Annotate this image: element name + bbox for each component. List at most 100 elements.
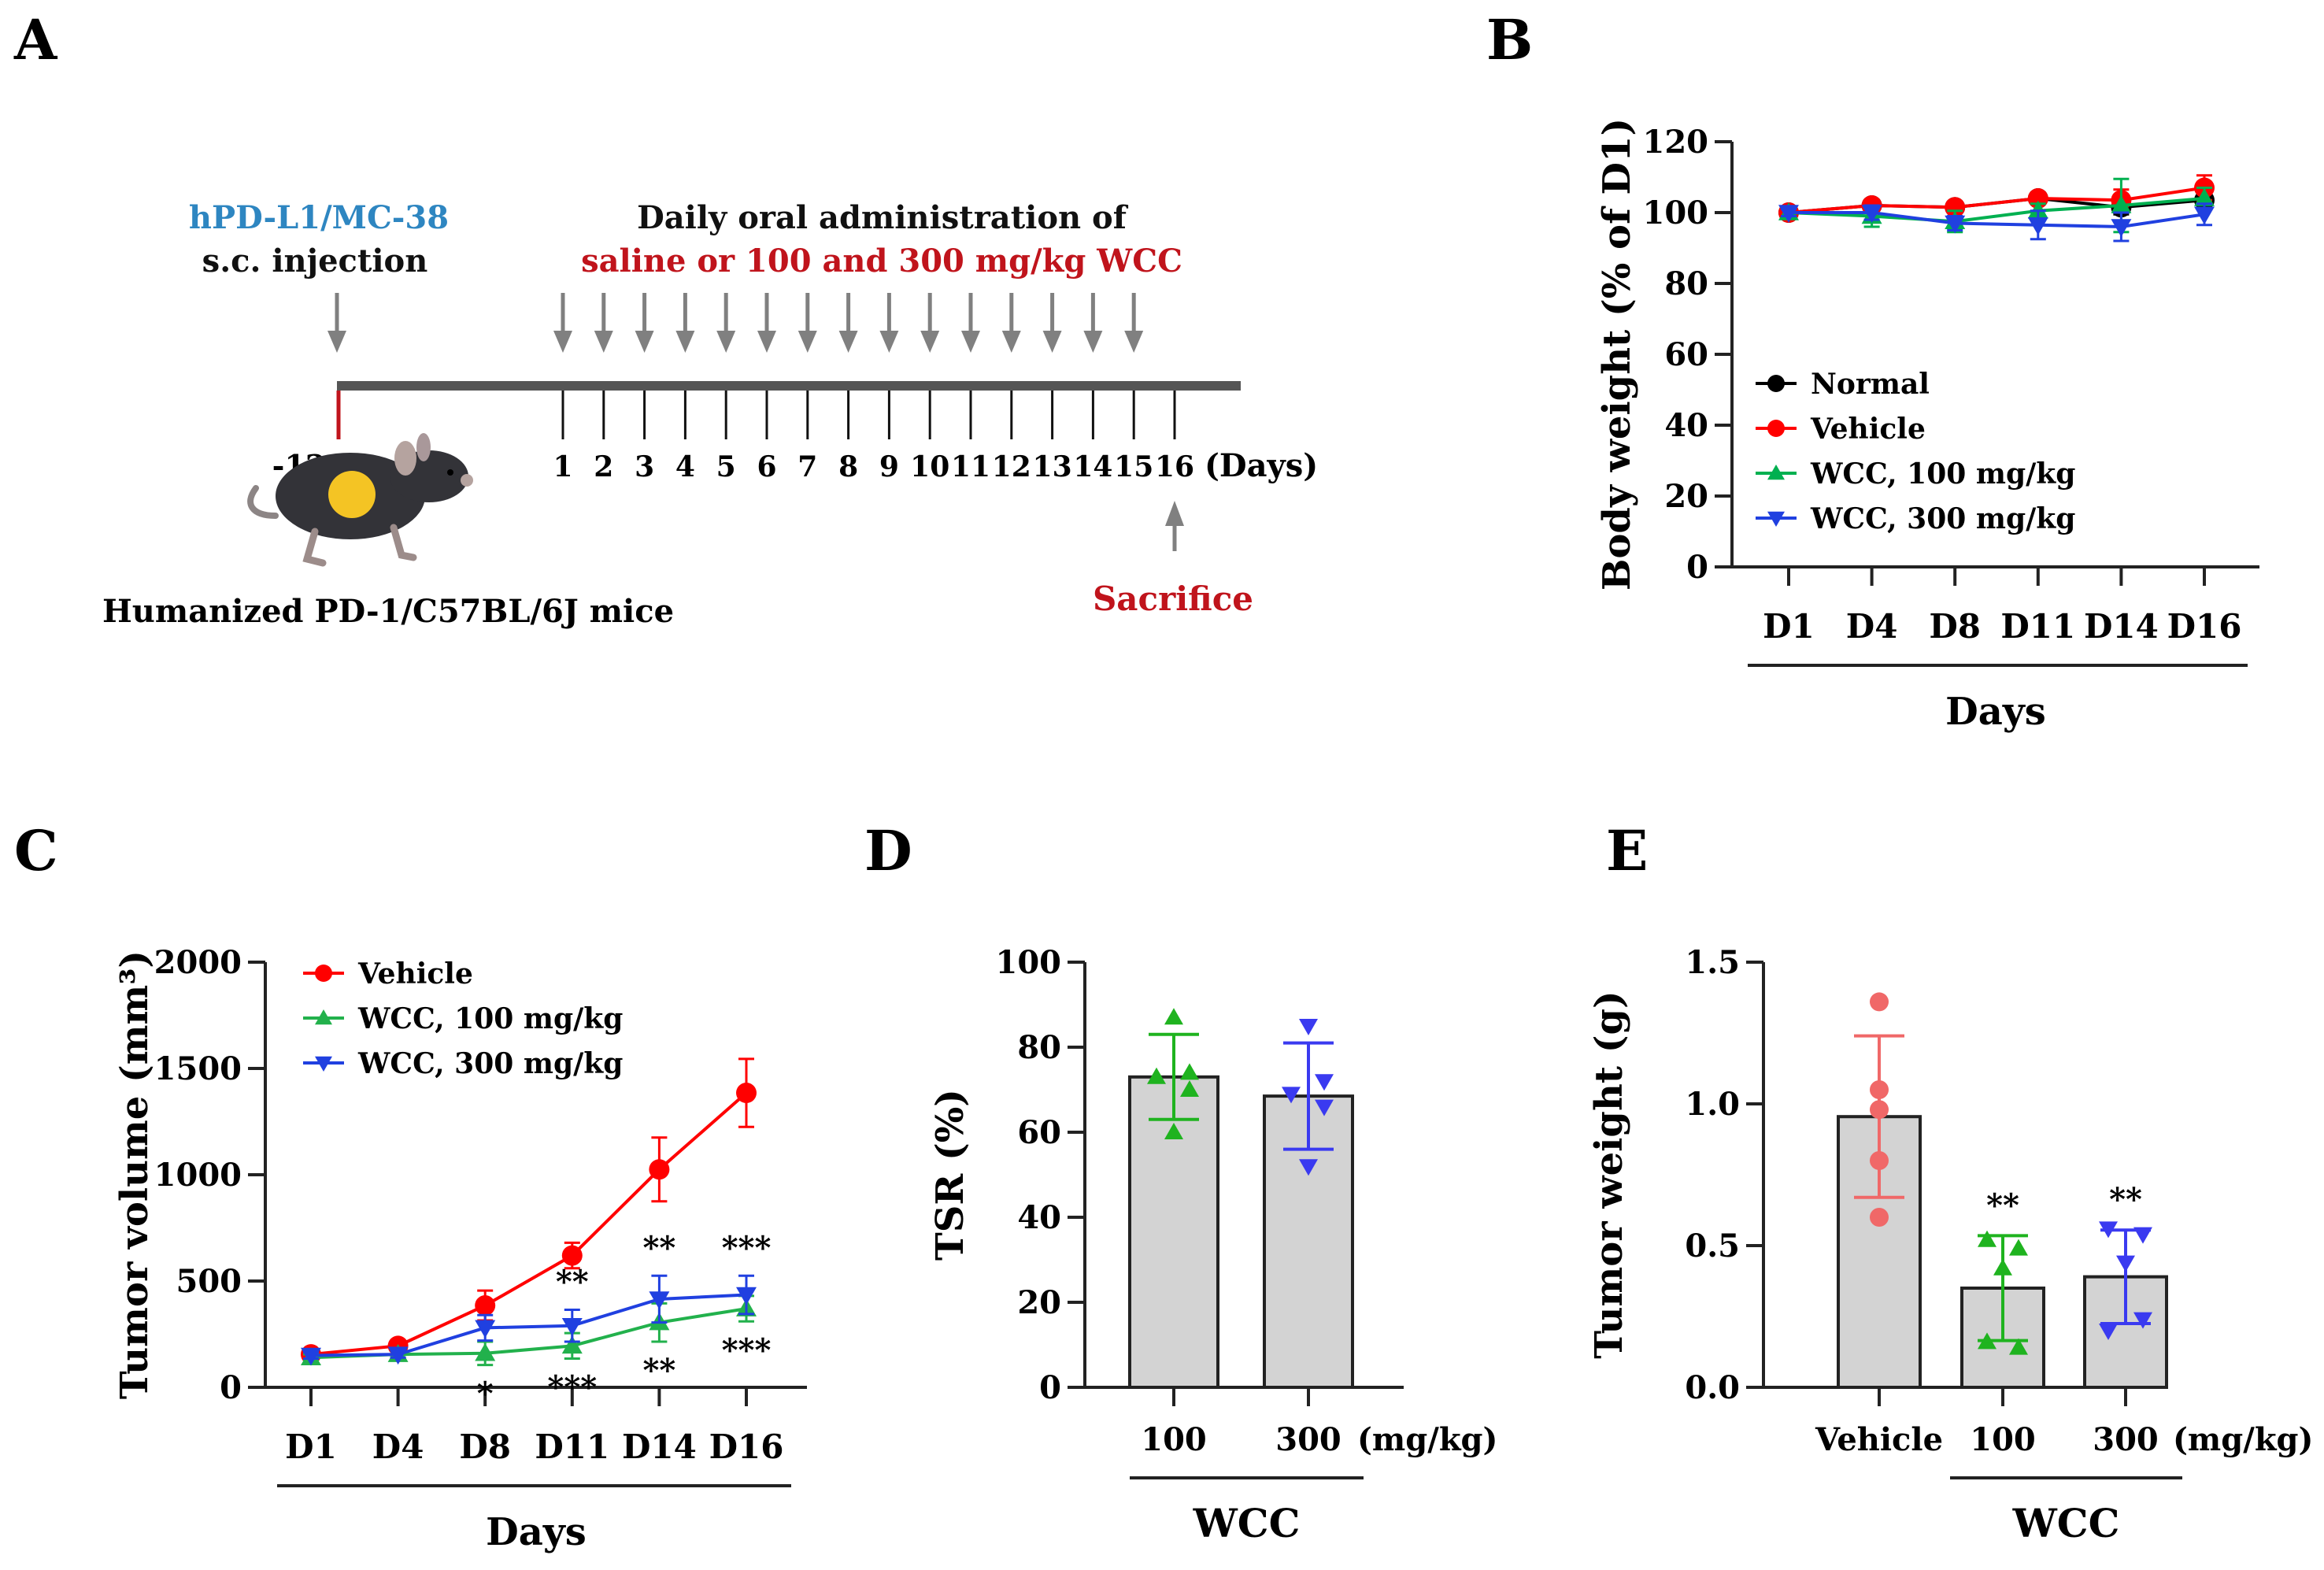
- sacrifice-label: Sacrifice: [1093, 579, 1253, 618]
- y-tick-label: 500: [176, 1263, 242, 1300]
- data-point: [475, 1295, 496, 1316]
- data-point: [2194, 206, 2215, 225]
- day-label: 15: [1114, 450, 1153, 483]
- data-point: [1180, 1063, 1199, 1080]
- data-point: [387, 1346, 409, 1365]
- error-bar: [1854, 1034, 1904, 1199]
- data-point: [1945, 197, 1966, 218]
- x-tick-label: D14: [2084, 607, 2159, 646]
- y-tick-label: 40: [1664, 407, 1708, 444]
- data-point: [1870, 992, 1889, 1012]
- day-label: 11: [951, 450, 990, 483]
- injection-arrow-icon: [328, 293, 346, 353]
- legend-label: Vehicle: [357, 957, 473, 991]
- y-tick-label: 20: [1017, 1284, 1061, 1321]
- data-point: [2027, 217, 2048, 235]
- legend-marker: [1767, 465, 1785, 480]
- day-label: 2: [594, 450, 613, 483]
- data-point: [1164, 1123, 1183, 1139]
- y-tick-label: 80: [1664, 265, 1708, 302]
- significance-annotation: **: [642, 1229, 675, 1266]
- y-tick-label: 0.0: [1685, 1369, 1740, 1406]
- dosing-arrows: [553, 293, 1144, 353]
- data-point: [561, 1335, 583, 1354]
- data-point: [2133, 1312, 2152, 1329]
- y-tick-label: 2000: [154, 944, 242, 981]
- legend-label: WCC, 100 mg/kg: [357, 1002, 623, 1035]
- x-axis-title: Days: [1945, 690, 2046, 734]
- legend-marker: [315, 1056, 332, 1072]
- y-tick-label: 60: [1017, 1114, 1061, 1151]
- data-point: [561, 1317, 583, 1336]
- data-point: [561, 1245, 583, 1266]
- x-tick-label: D11: [535, 1427, 609, 1466]
- y-tick-label: 100: [1643, 194, 1709, 231]
- legend: Vehicle WCC, 100 mg/kg WCC, 300 mg/kg: [303, 957, 623, 1080]
- data-point: [1282, 1087, 1301, 1104]
- y-tick-label: 100: [996, 944, 1062, 981]
- error-bar: [1283, 1041, 1334, 1151]
- y-axis-title: Body weight (% of D1): [1595, 118, 1639, 591]
- y-tick-label: 0.5: [1685, 1227, 1740, 1265]
- x-tick-label: D16: [709, 1427, 784, 1466]
- legend-marker: [315, 965, 332, 982]
- significance-annotation: ***: [547, 1369, 597, 1406]
- dose-arrow-icon: [1124, 293, 1144, 353]
- day-labels: 1 2 3 4 5 6 7 8 9 10 11 12 13 14 15 16: [553, 450, 1194, 483]
- administration-label: Daily oral administration of: [637, 199, 1129, 236]
- series-line: [310, 1307, 747, 1360]
- dose-arrow-icon: [797, 293, 817, 353]
- day-label: 3: [635, 450, 654, 483]
- data-point: [2099, 1324, 2118, 1340]
- y-tick-label: 1.0: [1685, 1086, 1740, 1123]
- y-tick-label: 0: [1039, 1369, 1061, 1406]
- x-tick-label: D11: [2000, 607, 2075, 646]
- data-point: [2194, 188, 2215, 206]
- legend-marker: [1767, 375, 1785, 392]
- data-point: [475, 1342, 496, 1361]
- x-tick-label: D1: [285, 1427, 337, 1466]
- x-tick-label: D1: [1763, 607, 1815, 646]
- data-point: [1945, 215, 1966, 234]
- day-label: 5: [716, 450, 736, 483]
- dose-arrow-icon: [716, 293, 736, 353]
- error-bar: [1978, 1234, 2028, 1342]
- data-point: [1180, 1080, 1199, 1097]
- y-axis-title: TSR (%): [928, 1089, 972, 1261]
- significance-annotation: ***: [722, 1331, 772, 1368]
- data-point: [1299, 1159, 1318, 1176]
- data-point: [1147, 1067, 1166, 1084]
- x-tick-label: D4: [372, 1427, 424, 1466]
- panel-label-d: D: [864, 818, 912, 883]
- y-tick-label: 1500: [154, 1050, 242, 1087]
- panel-a-schematic: hPD-L1/MC-38 s.c. injection Daily oral a…: [102, 199, 1318, 630]
- x-axis-title: WCC: [1193, 1500, 1301, 1546]
- timeline-bar: [337, 381, 1241, 391]
- data-point: [2111, 219, 2132, 237]
- y-tick-label: 60: [1664, 336, 1708, 373]
- dose-arrow-icon: [879, 293, 899, 353]
- y-tick-label: 20: [1664, 478, 1708, 515]
- day-label: 4: [675, 450, 695, 483]
- legend-marker: [315, 1009, 332, 1025]
- legend-label: WCC, 300 mg/kg: [1810, 502, 2075, 535]
- x-axis-title: WCC: [2012, 1500, 2120, 1546]
- day-label: 7: [797, 450, 817, 483]
- data-point: [301, 1347, 321, 1366]
- y-axis-title: Tumor weight (g): [1587, 991, 1631, 1358]
- dose-arrow-icon: [594, 293, 613, 353]
- panel-d-tsr-chart: 0 20 40 60 80 100 TSR (%) 100 300 (mg/kg) WCC: [928, 944, 1497, 1546]
- mouse-icon: [247, 433, 473, 567]
- y-tick-label: 80: [1017, 1029, 1061, 1066]
- x-unit-label: (mg/kg): [1357, 1421, 1497, 1458]
- data-point: [1315, 1099, 1334, 1116]
- dose-arrow-icon: [1042, 293, 1062, 353]
- series-line: [1788, 197, 2205, 224]
- day-ticks: [561, 391, 1176, 439]
- series-wcc-300-mg-kg: [1778, 202, 2215, 243]
- day-label: 1: [553, 450, 572, 483]
- legend-label: WCC, 300 mg/kg: [357, 1047, 623, 1080]
- dose-arrow-icon: [961, 293, 980, 353]
- data-point: [649, 1159, 670, 1180]
